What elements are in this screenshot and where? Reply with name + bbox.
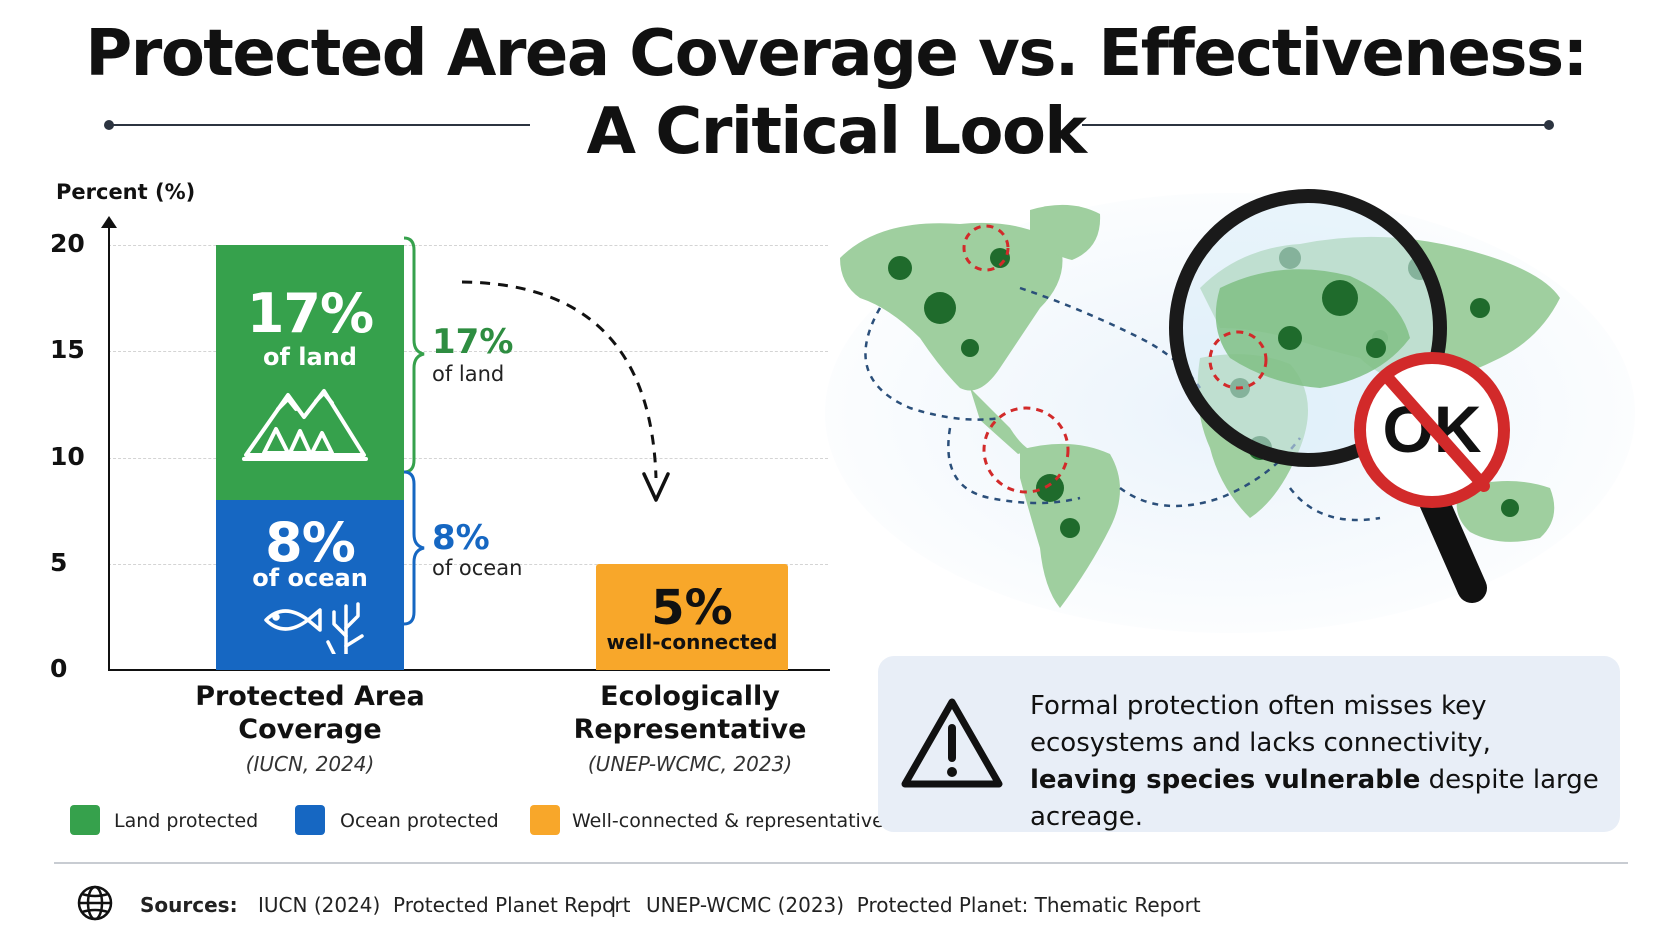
x-category-representative-source: (UNEP-WCMC, 2023) (587, 752, 793, 776)
y-tick-label: 0 (50, 654, 68, 683)
x-category-coverage-source: (IUCN, 2024) (245, 752, 375, 776)
title-rule-left-dot (104, 120, 114, 130)
bar-ocean-sub: of ocean (252, 564, 368, 592)
bar-ocean-value: 8% (265, 511, 356, 574)
region-central-america (970, 388, 1030, 454)
bar-land-value: 17% (246, 282, 374, 345)
legend-swatch-wc (530, 805, 560, 835)
title-rule-right (1082, 124, 1548, 126)
warning-triangle-icon (901, 698, 1003, 788)
y-axis-arrow (101, 216, 117, 228)
land-annotation-sub: of land (432, 362, 505, 386)
footer-source-2: UNEP-WCMC (2023) Protected Planet: Thema… (646, 893, 1201, 917)
callout-text-bold: leaving species vulnerable (1030, 765, 1421, 795)
footer-label: Sources: (140, 893, 238, 917)
x-category-representative: Ecologically Representative (573, 681, 807, 745)
bar-land-sub: of land (263, 343, 357, 371)
y-tick-label: 10 (50, 441, 85, 471)
land-annotation-value: 17% (432, 322, 514, 362)
bar-land-protected: 17% of land (216, 245, 404, 500)
continent-greenland (1030, 204, 1101, 260)
legend-label-land: Land protected (114, 810, 259, 832)
ocean-annotation-value: 8% (432, 518, 490, 558)
y-tick-label: 15 (50, 335, 85, 365)
bar-ocean-protected: 8% of ocean (216, 500, 404, 670)
y-axis-label: Percent (%) (56, 180, 196, 204)
gridline (108, 245, 828, 246)
callout-text-before: Formal protection often misses key ecosy… (1030, 691, 1491, 758)
footer-separator: | (610, 893, 617, 917)
ocean-annotation-sub: of ocean (432, 556, 523, 580)
legend-label-wc: Well-connected & representative (572, 810, 884, 832)
y-tick-label: 5 (50, 547, 68, 577)
y-axis-line (108, 222, 110, 670)
x-axis-line (108, 669, 830, 671)
callout-box: Formal protection often misses key ecosy… (878, 656, 1620, 832)
callout-text-after: despite large acreage. (1030, 765, 1599, 832)
page-title-line1: Protected Area Coverage vs. Effectivenes… (85, 17, 1588, 91)
legend-swatch-ocean (295, 805, 325, 835)
legend-label-ocean: Ocean protected (340, 810, 499, 832)
y-tick-label: 20 (50, 229, 85, 258)
land-brace (403, 236, 425, 474)
callout-text: Formal protection often misses key ecosy… (1030, 688, 1600, 836)
ocean-brace (403, 470, 425, 626)
gridline (108, 351, 828, 353)
no-ok-stamp-icon: OK (1354, 352, 1510, 508)
legend-swatch-land (70, 805, 100, 835)
footer-rule (54, 862, 1628, 864)
world-map-illustration: OK (820, 188, 1640, 638)
bar-well-connected: 5% well-connected (596, 563, 788, 670)
bar-wc-value: 5% (651, 579, 733, 636)
fish-coral-icon (264, 602, 364, 654)
footer-source-1: IUCN (2024) Protected Planet Report (258, 893, 631, 917)
mountain-tree-icon (242, 389, 368, 461)
x-category-coverage: Protected Area Coverage (195, 681, 425, 745)
dashed-arrow (461, 280, 670, 502)
page-title-line2: A Critical Look (586, 95, 1087, 169)
title-rule-right-dot (1544, 120, 1554, 130)
title-rule-left (110, 124, 530, 126)
gridline (108, 563, 828, 565)
gridline (108, 457, 828, 459)
bar-wc-sub: well-connected (606, 629, 778, 654)
globe-icon (77, 885, 113, 921)
